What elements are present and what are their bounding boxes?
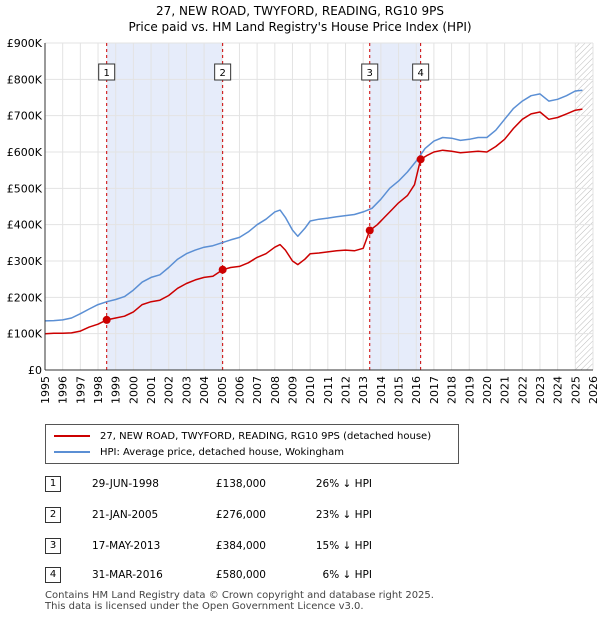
sale-number-badge: 1 bbox=[45, 476, 61, 492]
sale-row: 1 29-JUN-1998 £138,000 26% ↓ HPI bbox=[0, 476, 600, 496]
sale-date: 31-MAR-2016 bbox=[92, 569, 163, 581]
y-tick-label: £400K bbox=[7, 219, 43, 232]
x-tick-label: 2007 bbox=[251, 376, 264, 404]
x-tick-label: 2012 bbox=[340, 376, 353, 404]
sale-date: 17-MAY-2013 bbox=[92, 540, 161, 552]
legend-item-property: 27, NEW ROAD, TWYFORD, READING, RG10 9PS… bbox=[54, 429, 431, 443]
price-chart: 1 2 3 4 £0 £100K £200K £300K £400K £500K £600K £70… bbox=[7, 37, 600, 404]
sale-row: 3 17-MAY-2013 £384,000 15% ↓ HPI bbox=[0, 538, 600, 558]
x-tick-label: 2016 bbox=[410, 376, 423, 404]
x-tick-label: 1998 bbox=[92, 376, 105, 404]
y-tick-label: £0 bbox=[28, 364, 42, 377]
sale-row: 4 31-MAR-2016 £580,000 6% ↓ HPI bbox=[0, 567, 600, 587]
x-tick-label: 2004 bbox=[198, 376, 211, 404]
footer-line-1: Contains HM Land Registry data © Crown c… bbox=[45, 590, 434, 601]
legend-label-property: 27, NEW ROAD, TWYFORD, READING, RG10 9PS… bbox=[100, 430, 432, 442]
x-tick-label: 2026 bbox=[587, 376, 600, 404]
sale-hpi-diff: 23% ↓ HPI bbox=[315, 509, 372, 521]
x-tick-label: 2020 bbox=[481, 376, 494, 404]
x-tick-label: 2008 bbox=[269, 376, 282, 404]
chart-title-line1: 27, NEW ROAD, TWYFORD, READING, RG10 9PS bbox=[156, 4, 444, 18]
sale-hpi-diff: 6% ↓ HPI bbox=[322, 569, 372, 581]
y-tick-label: £800K bbox=[7, 73, 43, 86]
sale-number-badge: 4 bbox=[45, 567, 61, 583]
x-tick-label: 2009 bbox=[286, 376, 299, 404]
hpi-line bbox=[44, 89, 583, 322]
legend: 27, NEW ROAD, TWYFORD, READING, RG10 9PS… bbox=[45, 424, 459, 464]
y-tick-label: £200K bbox=[7, 291, 43, 304]
x-tick-label: 2013 bbox=[357, 376, 370, 404]
sale-point bbox=[102, 315, 111, 324]
x-tick-label: 2015 bbox=[393, 376, 406, 404]
x-tick-label: 2006 bbox=[233, 376, 246, 404]
sale-number-badge: 2 bbox=[45, 507, 61, 523]
sale-date: 29-JUN-1998 bbox=[92, 478, 159, 490]
x-tick-label: 1997 bbox=[74, 376, 87, 404]
x-tick-label: 2003 bbox=[180, 376, 193, 404]
sale-label-text: 4 bbox=[417, 68, 423, 79]
footer-line-2: This data is licensed under the Open Gov… bbox=[45, 601, 364, 612]
property-price-line bbox=[44, 108, 583, 335]
sale-label-text: 1 bbox=[104, 68, 110, 79]
sale-point bbox=[416, 155, 425, 164]
y-tick-label: £100K bbox=[7, 328, 43, 341]
x-tick-label: 2000 bbox=[127, 376, 140, 404]
sale-hpi-diff: 26% ↓ HPI bbox=[315, 478, 372, 490]
x-tick-label: 2025 bbox=[569, 376, 582, 404]
sale-price: £580,000 bbox=[215, 569, 266, 581]
x-tick-label: 2024 bbox=[552, 376, 565, 404]
sale-price: £384,000 bbox=[215, 540, 266, 552]
x-tick-label: 2019 bbox=[463, 376, 476, 404]
x-tick-label: 2011 bbox=[322, 376, 335, 404]
legend-label-hpi: HPI: Average price, detached house, Woki… bbox=[100, 446, 344, 458]
y-tick-label: £700K bbox=[7, 110, 43, 123]
sale-hpi-diff: 15% ↓ HPI bbox=[315, 540, 372, 552]
sale-row: 2 21-JAN-2005 £276,000 23% ↓ HPI bbox=[0, 507, 600, 527]
x-tick-label: 2022 bbox=[516, 376, 529, 404]
sale-label-box bbox=[214, 63, 232, 81]
x-tick-label: 2018 bbox=[446, 376, 459, 404]
y-tick-label: £300K bbox=[7, 255, 43, 268]
sale-label-box bbox=[98, 63, 116, 81]
sale-point bbox=[218, 265, 227, 274]
y-tick-label: £600K bbox=[7, 146, 43, 159]
legend-item-hpi: HPI: Average price, detached house, Woki… bbox=[54, 445, 344, 459]
x-tick-label: 2001 bbox=[145, 376, 158, 404]
forecast-hatch bbox=[575, 43, 593, 370]
y-tick-label: £500K bbox=[7, 182, 43, 195]
y-tick-label: £900K bbox=[7, 37, 43, 50]
sale-label-box bbox=[361, 63, 379, 81]
x-tick-label: 2021 bbox=[499, 376, 512, 404]
legend-swatch-hpi bbox=[54, 451, 90, 453]
x-tick-label: 2002 bbox=[163, 376, 176, 404]
sale-label-text: 2 bbox=[219, 68, 225, 79]
x-tick-label: 1999 bbox=[110, 376, 123, 404]
sale-price: £276,000 bbox=[215, 509, 266, 521]
x-tick-label: 2023 bbox=[534, 376, 547, 404]
x-tick-label: 2005 bbox=[216, 376, 229, 404]
sale-label-box bbox=[412, 63, 430, 81]
sale-price: £138,000 bbox=[215, 478, 266, 490]
chart-title-line2: Price paid vs. HM Land Registry's House … bbox=[128, 20, 472, 34]
sale-label-text: 3 bbox=[367, 68, 373, 79]
sale-number-badge: 3 bbox=[45, 538, 61, 554]
sale-date: 21-JAN-2005 bbox=[92, 509, 159, 521]
footer-notice: Contains HM Land Registry data © Crown c… bbox=[45, 590, 434, 612]
sale-point bbox=[365, 226, 374, 235]
legend-swatch-property bbox=[54, 435, 90, 437]
shaded-range bbox=[106, 43, 223, 370]
x-tick-label: 2010 bbox=[304, 376, 317, 404]
x-tick-label: 2017 bbox=[428, 376, 441, 404]
x-tick-label: 1995 bbox=[39, 376, 52, 404]
x-tick-label: 1996 bbox=[57, 376, 70, 404]
x-tick-label: 2014 bbox=[375, 376, 388, 404]
